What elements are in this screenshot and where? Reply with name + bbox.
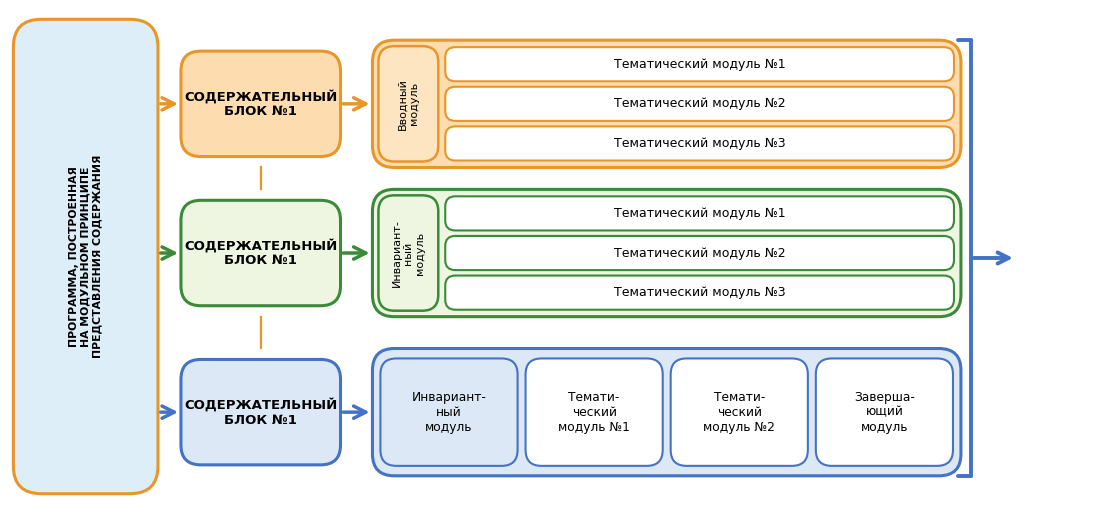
Text: Тематический модуль №2: Тематический модуль №2 bbox=[614, 247, 785, 260]
FancyBboxPatch shape bbox=[372, 189, 961, 317]
Text: СОДЕРЖАТЕЛЬНЫЙ
БЛОК №1: СОДЕРЖАТЕЛЬНЫЙ БЛОК №1 bbox=[184, 239, 337, 267]
Text: Тематический модуль №3: Тематический модуль №3 bbox=[614, 286, 785, 299]
FancyBboxPatch shape bbox=[372, 40, 961, 167]
Text: СОДЕРЖАТЕЛЬНЫЙ
БЛОК №1: СОДЕРЖАТЕЛЬНЫЙ БЛОК №1 bbox=[184, 398, 337, 427]
FancyBboxPatch shape bbox=[13, 19, 158, 494]
Text: Темати-
ческий
модуль №1: Темати- ческий модуль №1 bbox=[558, 391, 630, 433]
Text: Тематический модуль №1: Тематический модуль №1 bbox=[614, 58, 785, 71]
FancyBboxPatch shape bbox=[446, 87, 954, 121]
Text: Завершa-
ющий
модуль: Завершa- ющий модуль bbox=[854, 391, 914, 433]
FancyBboxPatch shape bbox=[446, 47, 954, 81]
FancyBboxPatch shape bbox=[446, 275, 954, 310]
FancyBboxPatch shape bbox=[526, 359, 662, 466]
Text: СОДЕРЖАТЕЛЬНЫЙ
БЛОК №1: СОДЕРЖАТЕЛЬНЫЙ БЛОК №1 bbox=[184, 89, 337, 119]
Text: Тематический модуль №3: Тематический модуль №3 bbox=[614, 137, 785, 150]
FancyBboxPatch shape bbox=[181, 360, 341, 465]
FancyBboxPatch shape bbox=[181, 200, 341, 306]
Text: Инвариант-
ный
модуль: Инвариант- ный модуль bbox=[392, 219, 425, 287]
FancyBboxPatch shape bbox=[670, 359, 808, 466]
FancyBboxPatch shape bbox=[446, 196, 954, 230]
FancyBboxPatch shape bbox=[446, 236, 954, 270]
FancyBboxPatch shape bbox=[379, 46, 438, 162]
Text: Вводный
модуль: Вводный модуль bbox=[397, 78, 419, 130]
Text: Темати-
ческий
модуль №2: Темати- ческий модуль №2 bbox=[703, 391, 775, 433]
Text: Инвариант-
ный
модуль: Инвариант- ный модуль bbox=[412, 391, 486, 433]
FancyBboxPatch shape bbox=[379, 195, 438, 311]
FancyBboxPatch shape bbox=[181, 51, 341, 156]
Text: ПРОГРАММА, ПОСТРОЕННАЯ
НА МОДУЛЬНОМ ПРИНЦИПЕ
ПРЕДСТАВЛЕНИЯ СОДЕРЖАНИЯ: ПРОГРАММА, ПОСТРОЕННАЯ НА МОДУЛЬНОМ ПРИН… bbox=[69, 155, 102, 358]
Text: Тематический модуль №2: Тематический модуль №2 bbox=[614, 97, 785, 110]
FancyBboxPatch shape bbox=[372, 348, 961, 476]
FancyBboxPatch shape bbox=[380, 359, 518, 466]
FancyBboxPatch shape bbox=[816, 359, 953, 466]
Text: Тематический модуль №1: Тематический модуль №1 bbox=[614, 207, 785, 220]
FancyBboxPatch shape bbox=[446, 126, 954, 161]
